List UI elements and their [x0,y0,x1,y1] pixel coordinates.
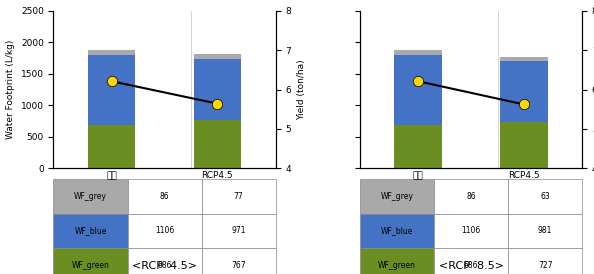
Point [413,79,423,84]
Bar [394,50,442,55]
Point [107,79,116,84]
Bar [500,122,548,168]
Bar [394,55,442,125]
Bar [88,55,135,125]
Bar [194,59,241,120]
Y-axis label: Yield (ton/ha): Yield (ton/ha) [296,59,306,120]
Bar [500,57,548,61]
Point [213,101,222,106]
Bar [194,54,241,59]
Bar [194,120,241,168]
Text: <RCP  4.5>: <RCP 4.5> [132,261,197,271]
Bar [500,61,548,122]
Bar [394,125,442,168]
Point [519,102,529,107]
Bar [88,125,135,168]
Y-axis label: Water Footprint (L/kg): Water Footprint (L/kg) [6,40,15,139]
Bar [88,50,135,55]
Text: <RCP  8.5>: <RCP 8.5> [438,261,504,271]
